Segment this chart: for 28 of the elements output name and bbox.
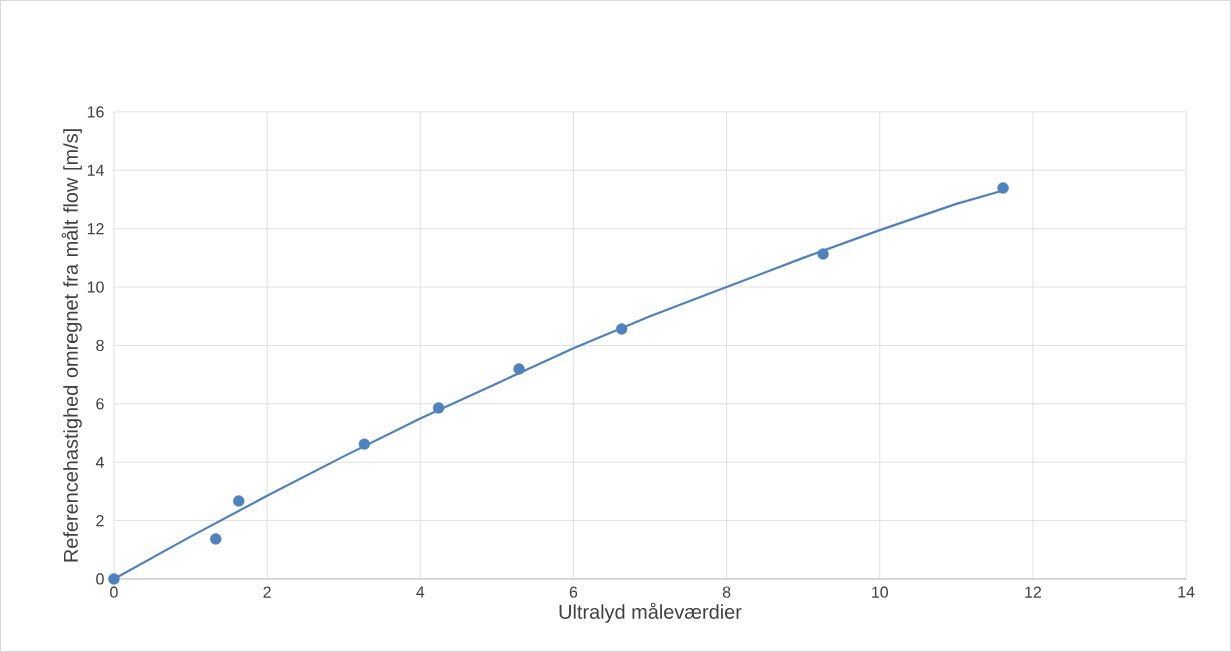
x-tick-label: 4	[416, 586, 425, 598]
y-tick-label: 2	[96, 515, 104, 527]
y-tick-label: 6	[96, 398, 104, 410]
point	[358, 438, 371, 450]
y-axis-title: Referencehastighed omregnet fra målt flow [m/s]	[61, 129, 82, 562]
point	[432, 402, 445, 414]
y-tick-label: 0	[96, 573, 104, 585]
x-tick-label: 14	[1178, 586, 1195, 598]
x-tick-label: 10	[872, 586, 888, 598]
x-tick-label: 2	[263, 586, 271, 598]
y-tick-label: 10	[87, 281, 104, 293]
x-axis-title: Ultralyd måleværdier	[559, 602, 742, 623]
point	[513, 363, 525, 375]
y-tick-label: 8	[96, 339, 104, 352]
x-tick-label: 8	[722, 586, 731, 598]
y-tick-label: 12	[87, 223, 104, 235]
y-tick-label: 4	[95, 456, 104, 468]
x-tick-label: 12	[1025, 586, 1041, 598]
x-tick-label: 6	[569, 586, 578, 598]
point	[817, 248, 829, 260]
point	[233, 495, 245, 507]
point	[108, 573, 120, 585]
point	[210, 533, 222, 545]
point	[997, 182, 1009, 194]
y-tick-label: 16	[87, 106, 104, 118]
x-tick-label: 0	[110, 586, 118, 598]
y-tick-label: 14	[87, 164, 104, 176]
point	[616, 323, 628, 335]
